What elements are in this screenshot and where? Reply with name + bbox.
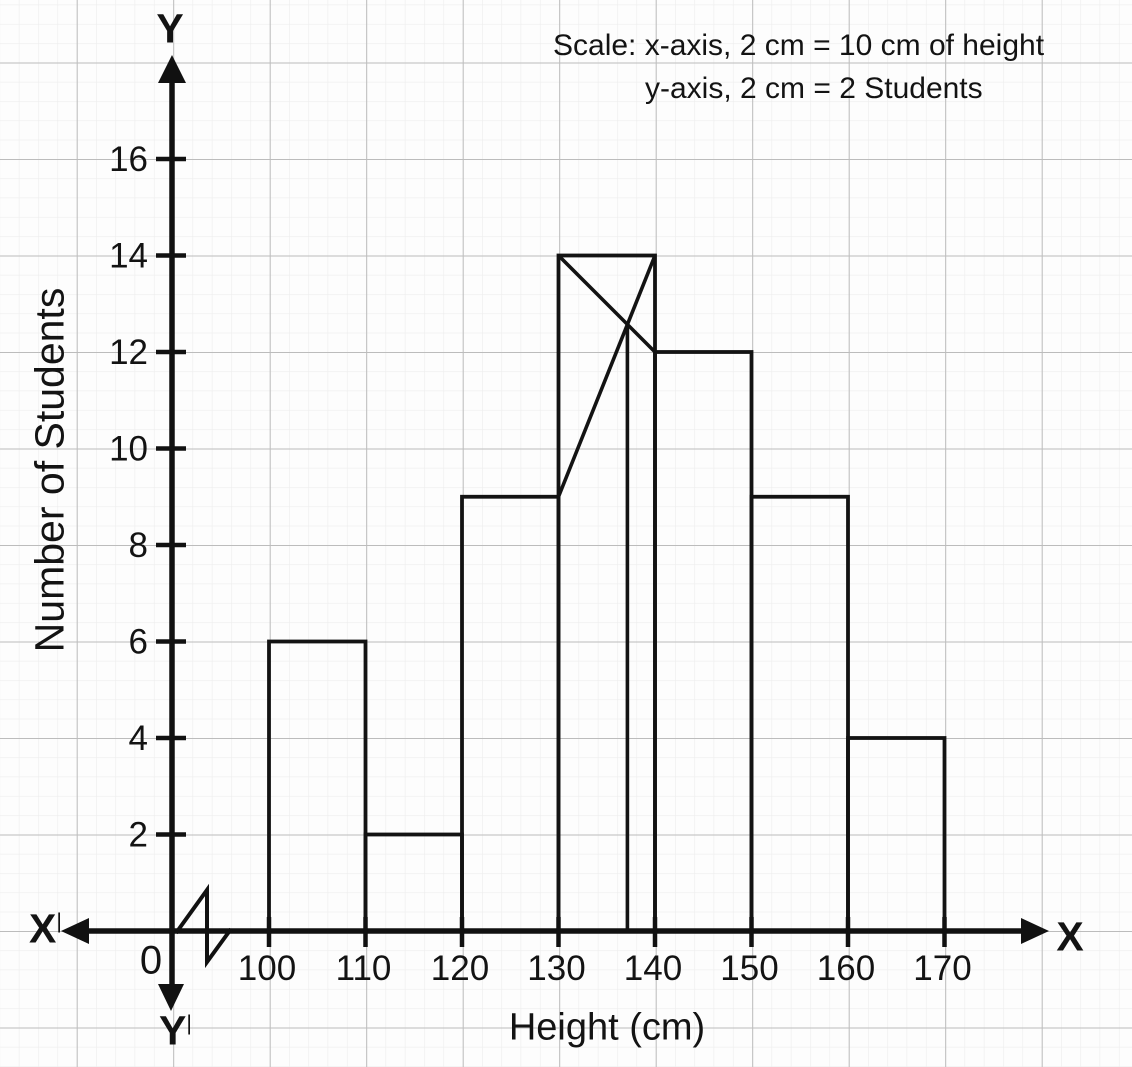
x-axis-letter: X xyxy=(1056,914,1083,961)
x-tick-label-100: 100 xyxy=(238,949,296,988)
x-tick-label-160: 160 xyxy=(817,949,875,988)
x-axis-left-arrow xyxy=(61,918,89,944)
y-letter-text: Y xyxy=(156,5,184,52)
y-prime-letter: Y| xyxy=(159,1008,193,1055)
mode-line-lower xyxy=(556,254,657,498)
x-tick-label-130: 130 xyxy=(527,949,585,988)
x-tick-label-150: 150 xyxy=(720,949,778,988)
y-axis-top-arrow xyxy=(158,55,186,83)
axis-break-mark xyxy=(174,883,233,969)
y-tick-label-16: 16 xyxy=(109,140,148,179)
scale-note-line2: y-axis, 2 cm = 2 Students xyxy=(645,72,983,105)
y-tick-label-10: 10 xyxy=(109,430,148,469)
x-tick-label-140: 140 xyxy=(624,949,682,988)
y-tick-label-2: 2 xyxy=(129,816,148,855)
x-prime-text: X xyxy=(29,905,57,952)
prime-mark: | xyxy=(56,908,63,933)
x-prime-letter: X| xyxy=(29,906,63,953)
x-tick-label-110: 110 xyxy=(336,949,392,988)
y-axis-title: Number of Students xyxy=(26,287,73,653)
y-prime-text: Y xyxy=(159,1007,187,1054)
x-axis-title: Height (cm) xyxy=(508,1006,706,1049)
axis-tick-labels: 100 110 120 130 140 150 160 170 2 4 6 8 10 12 14 16 xyxy=(109,140,972,988)
y-tick-label-6: 6 xyxy=(129,623,148,662)
y-tick-label-8: 8 xyxy=(129,526,148,565)
axis-ticks xyxy=(156,156,947,947)
scale-note-line1: Scale: x-axis, 2 cm = 10 cm of height xyxy=(553,29,1045,62)
x-tick-label-120: 120 xyxy=(431,949,489,988)
axes xyxy=(61,55,1049,1011)
y-axis-bottom-arrow xyxy=(158,984,184,1011)
y-tick-label-14: 14 xyxy=(109,237,148,276)
origin-label: 0 xyxy=(139,938,163,983)
y-axis-letter: Y xyxy=(156,6,183,53)
mode-line-upper xyxy=(557,254,657,354)
x-tick-label-170: 170 xyxy=(913,949,971,988)
y-tick-label-4: 4 xyxy=(129,719,148,758)
scale-note: Scale: x-axis, 2 cm = 10 cm of height y-… xyxy=(553,24,1044,110)
y-tick-label-12: 12 xyxy=(109,333,148,372)
x-axis-right-arrow xyxy=(1021,918,1049,944)
x-letter-text: X xyxy=(1056,913,1084,960)
prime-mark: | xyxy=(186,1010,193,1035)
mode-construction-lines xyxy=(556,254,657,931)
